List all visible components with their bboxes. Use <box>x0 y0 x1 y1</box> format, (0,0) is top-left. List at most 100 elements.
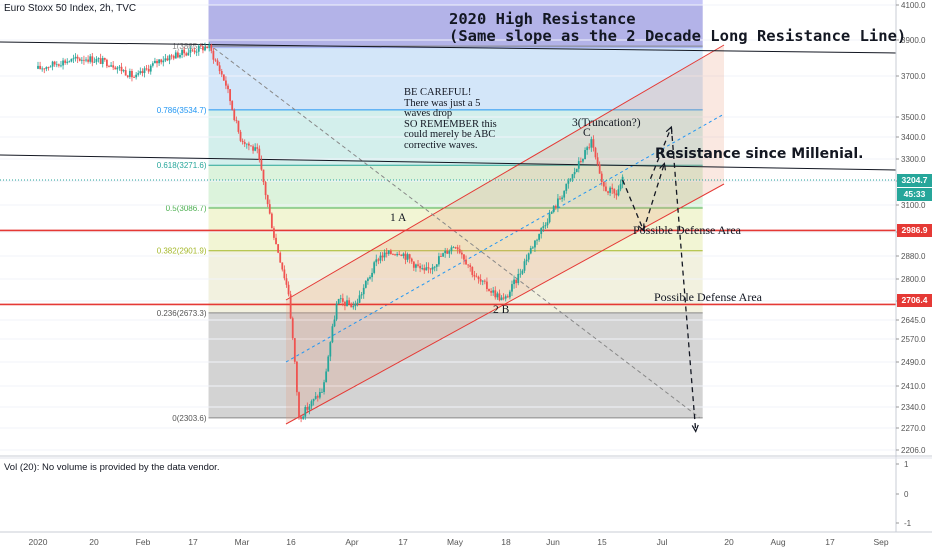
candle-body <box>492 290 495 293</box>
candle <box>469 263 472 272</box>
candle-body <box>316 396 319 398</box>
candle-body <box>89 56 92 62</box>
candle-body <box>156 60 158 64</box>
candle-body <box>260 160 263 170</box>
candle-body <box>85 59 87 61</box>
candle <box>617 185 620 197</box>
candle-body <box>118 66 121 68</box>
candle <box>402 252 405 259</box>
candle-body <box>536 239 538 241</box>
candles <box>37 42 624 423</box>
candle <box>76 54 79 64</box>
candle <box>450 245 453 255</box>
candle <box>483 279 486 285</box>
fib-zone <box>208 312 703 418</box>
candle <box>74 53 77 62</box>
time-tick-label: 20 <box>724 537 734 547</box>
candle <box>133 75 135 78</box>
candle <box>199 44 202 47</box>
candle <box>39 61 41 70</box>
candle-body <box>135 74 138 78</box>
candle-body <box>588 147 591 149</box>
candle <box>486 277 488 292</box>
candle <box>346 295 348 307</box>
price-tick-label: 2570.0 <box>901 335 926 344</box>
candle <box>89 53 92 64</box>
candle-body <box>519 273 522 275</box>
candle-body <box>51 61 54 67</box>
candle <box>172 54 175 61</box>
price-tick-label: 3700.0 <box>901 72 926 81</box>
candle-body <box>147 68 150 72</box>
candle-body <box>76 56 79 59</box>
candle <box>220 68 223 78</box>
candle <box>174 50 177 59</box>
candle <box>546 218 549 229</box>
candle-body <box>358 295 361 303</box>
candle <box>490 288 492 296</box>
candle <box>385 248 388 258</box>
price-tick-label: 2880.0 <box>901 252 926 261</box>
candle-body <box>78 58 81 61</box>
candle <box>400 254 403 257</box>
time-tick-label: 17 <box>188 537 198 547</box>
candle-body <box>70 58 73 62</box>
candle <box>110 61 112 67</box>
candle-body <box>114 67 117 70</box>
candle-body <box>523 261 526 271</box>
candle-body <box>356 302 359 304</box>
candle <box>204 42 206 52</box>
candle <box>492 286 495 296</box>
candle-body <box>247 143 250 146</box>
candle-body <box>270 213 273 229</box>
candle <box>151 61 154 68</box>
annotation-title-line2: (Same slope as the 2 Decade Long Resista… <box>449 27 907 45</box>
candle-body <box>47 67 50 68</box>
fib-zone <box>208 109 703 166</box>
candle-body <box>235 120 238 121</box>
candle <box>273 226 275 241</box>
candle-body <box>352 306 355 308</box>
candle-body <box>379 255 382 261</box>
candle <box>494 286 497 300</box>
candle-body <box>298 392 300 417</box>
candle-body <box>590 139 593 148</box>
candle <box>586 145 589 155</box>
candle-body <box>239 131 242 141</box>
fib-zone <box>208 46 703 110</box>
candle <box>268 199 271 215</box>
candle-body <box>216 60 219 66</box>
candle-body <box>346 300 348 307</box>
candle-body <box>477 276 480 280</box>
candle <box>440 253 442 257</box>
candle <box>112 61 115 71</box>
candle-body <box>137 73 140 75</box>
candle-body <box>222 74 225 81</box>
candle <box>154 57 156 64</box>
candle <box>147 64 150 74</box>
candle-body <box>116 67 119 70</box>
price-tick-label: 3100.0 <box>901 201 926 210</box>
candle-body <box>112 65 115 68</box>
volume-legend: Vol (20): No volume is provided by the d… <box>4 462 220 473</box>
candle-body <box>212 50 215 60</box>
candle-body <box>197 45 200 52</box>
candle <box>515 279 518 289</box>
candle <box>339 294 342 303</box>
candle-body <box>486 281 488 290</box>
candle <box>350 302 353 308</box>
candle <box>216 58 219 66</box>
candle-body <box>264 182 267 196</box>
candle <box>548 209 551 224</box>
candle <box>55 61 58 68</box>
candle-body <box>285 278 288 285</box>
candle <box>254 143 257 152</box>
candle <box>571 173 574 182</box>
candle-body <box>344 301 346 307</box>
candle <box>410 257 413 264</box>
candle-body <box>279 252 282 263</box>
candle-body <box>456 247 459 250</box>
candle-body <box>611 187 614 190</box>
candle <box>114 65 117 70</box>
